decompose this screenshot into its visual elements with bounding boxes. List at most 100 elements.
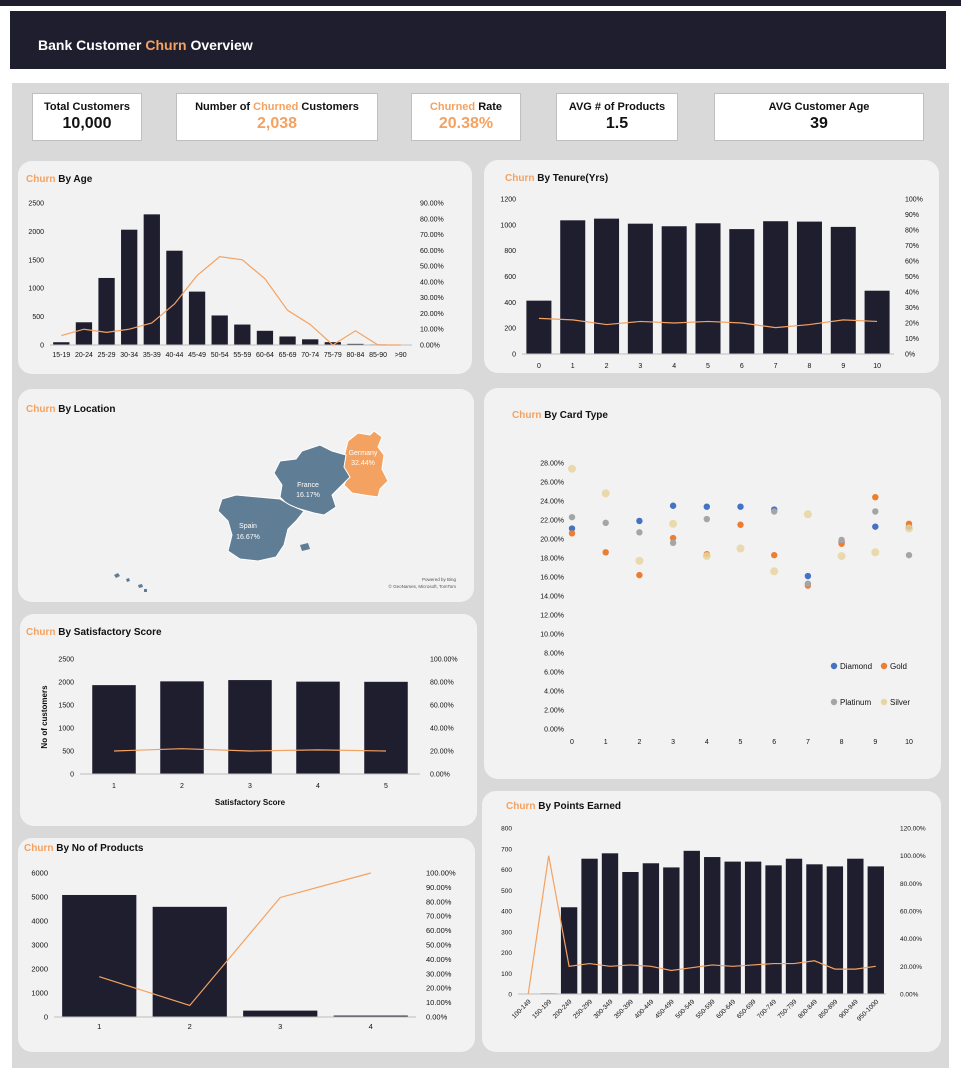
y-tick-label: 300 bbox=[501, 929, 512, 936]
bar bbox=[121, 229, 138, 345]
y-tick-label: 1200 bbox=[500, 197, 516, 204]
y2-tick-label: 90.00% bbox=[426, 883, 452, 892]
bar bbox=[560, 220, 586, 354]
churn-rate-line bbox=[527, 855, 876, 995]
bar bbox=[53, 342, 70, 345]
scatter-point-diamond bbox=[703, 503, 710, 510]
spain-region[interactable] bbox=[217, 494, 305, 562]
x-tick-label: 450-499 bbox=[654, 998, 676, 1020]
y2-tick-label: 80.00% bbox=[420, 216, 444, 223]
y-tick-label: 0 bbox=[44, 1013, 48, 1022]
x-tick-label: 1 bbox=[97, 1022, 101, 1031]
legend-label: Silver bbox=[890, 698, 910, 707]
y2-tick-label: 10% bbox=[905, 336, 919, 343]
map-rate-france: 16.17% bbox=[296, 492, 320, 499]
bar bbox=[333, 1015, 408, 1017]
scatter-point-platinum bbox=[838, 536, 845, 544]
y2-tick-label: 100.00% bbox=[430, 657, 458, 664]
scatter-point-silver bbox=[871, 548, 880, 557]
bar bbox=[211, 315, 228, 345]
card-churn-by-products[interactable]: Churn By No of Products 0 1000 2000 3000 400… bbox=[18, 838, 475, 1052]
x-tick-label: 6 bbox=[772, 739, 776, 746]
y-tick-label: 18.00% bbox=[540, 556, 564, 563]
y-tick-label: 1000 bbox=[28, 286, 44, 293]
scatter-point-platinum bbox=[872, 508, 879, 515]
x-tick-label: 85-90 bbox=[369, 352, 387, 359]
bar bbox=[867, 866, 884, 994]
page-title: Bank Customer Churn Overview bbox=[38, 37, 253, 53]
y-tick-label: 22.00% bbox=[540, 518, 564, 525]
y-tick-label: 10.00% bbox=[540, 632, 564, 639]
x-tick-label: 800-849 bbox=[797, 998, 819, 1020]
scatter-point-silver bbox=[905, 524, 913, 533]
y-tick-label: 200 bbox=[504, 326, 516, 333]
y2-tick-label: 50% bbox=[905, 274, 919, 281]
chart-title: Churn By Location bbox=[26, 404, 116, 415]
x-tick-label: 0 bbox=[537, 363, 541, 370]
kpi-churned-customers: Number of Churned Customers 2,038 bbox=[176, 93, 378, 141]
kpi-value: 20.38% bbox=[438, 115, 494, 132]
scatter-point-silver bbox=[770, 567, 779, 576]
kpi-total-customers: Total Customers 10,000 bbox=[32, 93, 142, 141]
y-tick-label: 600 bbox=[504, 274, 516, 281]
y-tick-label: 6000 bbox=[31, 869, 48, 878]
x-tick-label: >90 bbox=[395, 352, 407, 359]
y-tick-label: 800 bbox=[501, 826, 512, 833]
card-churn-by-location[interactable]: Churn By Location Germany 32.44% France … bbox=[18, 389, 474, 602]
bar bbox=[296, 681, 340, 774]
scatter-point-platinum bbox=[568, 513, 576, 521]
satisfaction-chart: 0 500 1000 1500 2000 2500 0.00% 20.00% 40.00% 60.… bbox=[40, 657, 458, 808]
x-tick-label: 1 bbox=[604, 739, 608, 746]
scatter-point-silver bbox=[635, 556, 644, 565]
y2-tick-label: 20% bbox=[905, 321, 919, 328]
x-tick-label: 750-799 bbox=[777, 998, 799, 1020]
y2-tick-label: 30% bbox=[905, 305, 919, 312]
x-tick-label: 2 bbox=[605, 363, 609, 370]
y2-tick-label: 60.00% bbox=[430, 703, 454, 710]
x-tick-label: 4 bbox=[316, 783, 320, 790]
churn-rate-line bbox=[61, 256, 401, 346]
card-churn-by-tenure[interactable]: Churn By Tenure(Yrs) 0 200 400 600 800 1000 12… bbox=[484, 160, 939, 373]
x-tick-label: 400-449 bbox=[633, 998, 655, 1020]
chart-title: Churn By Satisfactory Score bbox=[26, 627, 162, 638]
bar bbox=[364, 681, 408, 774]
card-churn-by-card-type[interactable]: Churn By Card Type 0.00% 2.00% 4.00% 6.00% 8… bbox=[484, 388, 941, 779]
x-tick-label: 5 bbox=[739, 739, 743, 746]
x-tick-label: 2 bbox=[180, 783, 184, 790]
card-churn-by-satisfaction[interactable]: Churn By Satisfactory Score 0 500 1000 1500… bbox=[20, 614, 477, 826]
kpi-value: 39 bbox=[810, 115, 828, 132]
y-tick-label: 12.00% bbox=[540, 613, 564, 620]
y2-tick-label: 40.00% bbox=[900, 936, 922, 943]
x-tick-label: 30-34 bbox=[120, 352, 138, 359]
x-tick-label: 40-44 bbox=[165, 352, 183, 359]
y2-tick-label: 100.00% bbox=[426, 869, 456, 878]
y-tick-label: 600 bbox=[501, 867, 512, 874]
bar bbox=[785, 858, 803, 994]
scatter-point-platinum bbox=[669, 539, 677, 546]
x-tick-label: 10 bbox=[905, 739, 913, 746]
scatter-point-gold bbox=[669, 534, 677, 542]
bar bbox=[98, 277, 115, 345]
y-tick-label: 2000 bbox=[58, 680, 74, 687]
france-region[interactable] bbox=[273, 444, 351, 516]
chart-title: Churn By No of Products bbox=[24, 843, 144, 854]
y-tick-label: 2000 bbox=[28, 229, 44, 236]
x-tick-label: 500-549 bbox=[674, 998, 696, 1020]
x-tick-label: 650-699 bbox=[736, 998, 758, 1020]
x-tick-label: 2 bbox=[637, 739, 641, 746]
bar bbox=[763, 221, 789, 354]
y2-tick-label: 10.00% bbox=[420, 327, 444, 334]
y-tick-label: 0 bbox=[512, 352, 516, 359]
x-tick-label: 1 bbox=[571, 363, 575, 370]
scatter-point-gold bbox=[872, 494, 879, 501]
card-churn-by-points[interactable]: Churn By Points Earned 0 100 200 300 400 500 6… bbox=[482, 791, 941, 1052]
bar bbox=[661, 226, 687, 354]
y2-tick-label: 0.00% bbox=[426, 1013, 448, 1022]
x-tick-label: 7 bbox=[774, 363, 778, 370]
card-churn-by-age[interactable]: Churn By Age 0 500 1000 1500 2000 2500 0.00% 10… bbox=[18, 161, 472, 374]
kpi-avg-products: AVG # of Products 1.5 bbox=[556, 93, 678, 141]
x-tick-label: 3 bbox=[638, 363, 642, 370]
chart-title: Churn By Points Earned bbox=[506, 801, 622, 812]
x-tick-label: 3 bbox=[278, 1022, 282, 1031]
y2-tick-label: 100% bbox=[905, 197, 923, 204]
